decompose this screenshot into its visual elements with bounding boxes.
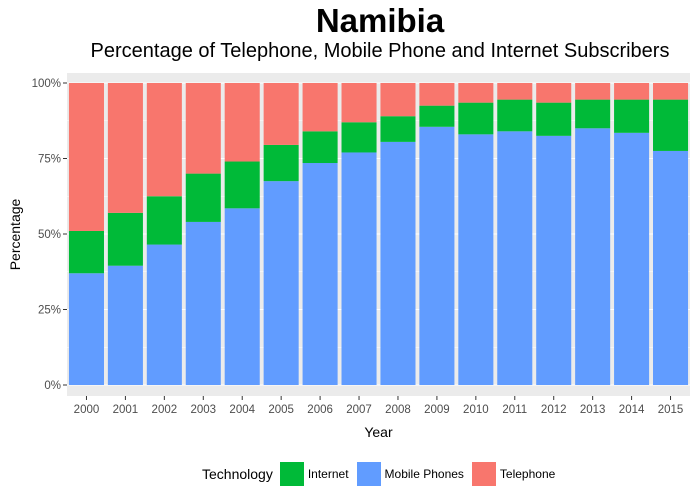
x-tick-label: 2005 — [268, 404, 294, 416]
bar-telephone-2010 — [458, 83, 494, 103]
bar-mobile-phones-2011 — [497, 131, 533, 385]
bar-telephone-2014 — [614, 83, 650, 100]
bar-internet-2007 — [341, 122, 377, 153]
x-tick-label: 2014 — [619, 404, 645, 416]
bar-telephone-2006 — [302, 83, 338, 132]
bar-internet-2001 — [107, 212, 143, 266]
x-tick-label: 2007 — [346, 404, 372, 416]
bar-telephone-2015 — [653, 83, 689, 100]
legend-item-telephone: Telephone — [471, 462, 556, 486]
bar-mobile-phones-2003 — [185, 221, 221, 385]
bar-telephone-2012 — [536, 83, 572, 103]
bars-layer — [68, 83, 689, 386]
bar-mobile-phones-2008 — [380, 141, 416, 385]
bar-telephone-2001 — [107, 83, 143, 213]
y-axis: 0% 25% 50% 75% 100% — [32, 78, 67, 392]
legend-label-mobile-phones: Mobile Phones — [384, 467, 464, 481]
legend-item-internet: Internet — [279, 462, 349, 486]
bar-internet-2009 — [419, 105, 455, 127]
x-tick-label: 2001 — [113, 404, 139, 416]
bar-mobile-phones-2010 — [458, 134, 494, 385]
bar-internet-2010 — [458, 102, 494, 135]
legend-title: Technology — [202, 466, 273, 482]
bar-mobile-phones-2014 — [614, 132, 650, 385]
x-tick-label: 2010 — [463, 404, 489, 416]
bar-mobile-phones-2006 — [302, 163, 338, 385]
bar-internet-2000 — [68, 230, 104, 274]
bar-internet-2004 — [224, 161, 260, 209]
bar-telephone-2007 — [341, 83, 377, 123]
x-tick-label: 2012 — [541, 404, 567, 416]
bar-telephone-2004 — [224, 83, 260, 162]
chart-title: Namibia — [315, 2, 445, 39]
y-tick-label: 50% — [38, 229, 61, 241]
legend-swatch-internet — [279, 462, 304, 486]
bar-telephone-2008 — [380, 83, 416, 117]
x-tick-label: 2000 — [74, 404, 100, 416]
bar-mobile-phones-2005 — [263, 181, 299, 385]
bar-telephone-2005 — [263, 83, 299, 145]
bar-mobile-phones-2007 — [341, 152, 377, 385]
bar-mobile-phones-2000 — [68, 273, 104, 385]
x-tick-label: 2008 — [385, 404, 411, 416]
x-tick-label: 2009 — [424, 404, 450, 416]
chart-subtitle: Percentage of Telephone, Mobile Phone an… — [90, 40, 670, 62]
legend-swatch-mobile-phones — [356, 462, 381, 486]
bar-telephone-2000 — [68, 83, 104, 231]
bar-mobile-phones-2004 — [224, 208, 260, 385]
x-tick-label: 2006 — [307, 404, 333, 416]
y-tick-label: 25% — [38, 305, 61, 317]
bar-telephone-2011 — [497, 83, 533, 100]
bar-internet-2005 — [263, 144, 299, 182]
bar-mobile-phones-2015 — [653, 150, 689, 385]
bar-internet-2015 — [653, 99, 689, 151]
bar-mobile-phones-2012 — [536, 135, 572, 385]
bar-mobile-phones-2001 — [107, 265, 143, 385]
legend-label-telephone: Telephone — [499, 467, 556, 481]
bar-internet-2013 — [575, 99, 611, 129]
x-tick-label: 2011 — [502, 404, 527, 416]
bar-internet-2002 — [146, 196, 182, 245]
bar-internet-2012 — [536, 102, 572, 136]
x-axis-title: Year — [364, 424, 393, 440]
y-tick-label: 100% — [32, 78, 61, 90]
bar-internet-2008 — [380, 116, 416, 142]
x-tick-label: 2015 — [658, 404, 684, 416]
legend-swatch-telephone — [471, 462, 496, 486]
x-axis: 2000 2001 2002 2003 2004 2005 2006 2007 2008 2009… — [74, 396, 684, 416]
y-tick-label: 0% — [44, 380, 61, 392]
bar-telephone-2013 — [575, 83, 611, 100]
legend: Technology Internet Mobile Phones Teleph… — [202, 460, 563, 488]
legend-item-mobile-phones: Mobile Phones — [356, 462, 464, 486]
x-tick-label: 2013 — [580, 404, 606, 416]
bar-internet-2014 — [614, 99, 650, 133]
x-tick-label: 2004 — [229, 404, 255, 416]
bar-mobile-phones-2002 — [146, 244, 182, 385]
y-tick-label: 75% — [38, 154, 61, 166]
bar-telephone-2009 — [419, 83, 455, 106]
bar-telephone-2002 — [146, 83, 182, 197]
x-tick-label: 2003 — [190, 404, 216, 416]
bar-mobile-phones-2009 — [419, 126, 455, 385]
y-axis-title: Percentage — [7, 198, 23, 270]
bar-mobile-phones-2013 — [575, 128, 611, 386]
bar-telephone-2003 — [185, 83, 221, 174]
bar-internet-2011 — [497, 99, 533, 132]
legend-label-internet: Internet — [307, 467, 349, 481]
x-tick-label: 2002 — [152, 404, 178, 416]
bar-internet-2003 — [185, 173, 221, 222]
bar-internet-2006 — [302, 131, 338, 164]
